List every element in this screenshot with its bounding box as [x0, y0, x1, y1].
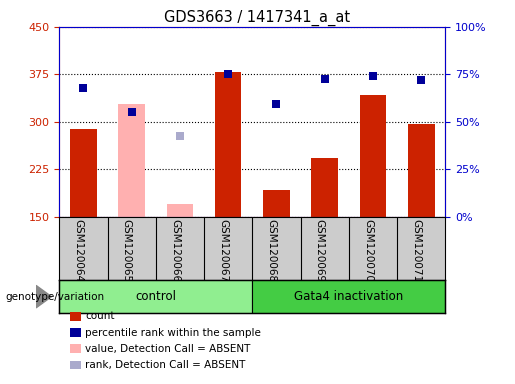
Text: GSM120065: GSM120065: [122, 219, 132, 282]
Text: control: control: [135, 290, 176, 303]
Text: GSM120067: GSM120067: [218, 219, 228, 282]
Bar: [70, 129, 97, 217]
Bar: [215, 73, 242, 217]
Text: Gata4 inactivation: Gata4 inactivation: [294, 290, 404, 303]
Bar: [167, 204, 193, 217]
Text: GSM120069: GSM120069: [315, 219, 325, 282]
Bar: [252, 280, 445, 313]
Text: count: count: [85, 311, 114, 321]
Bar: [118, 104, 145, 217]
Text: GSM120064: GSM120064: [73, 219, 83, 282]
Text: value, Detection Call = ABSENT: value, Detection Call = ABSENT: [85, 344, 250, 354]
Text: rank, Detection Call = ABSENT: rank, Detection Call = ABSENT: [85, 360, 245, 370]
Bar: [59, 280, 252, 313]
Text: GSM120071: GSM120071: [411, 219, 421, 282]
Bar: [408, 124, 435, 217]
Text: GDS3663 / 1417341_a_at: GDS3663 / 1417341_a_at: [164, 10, 351, 26]
Bar: [263, 190, 290, 217]
Polygon shape: [36, 285, 52, 308]
Text: GSM120070: GSM120070: [363, 219, 373, 282]
Text: percentile rank within the sample: percentile rank within the sample: [85, 328, 261, 338]
Bar: [312, 158, 338, 217]
Bar: [360, 95, 386, 217]
Text: genotype/variation: genotype/variation: [5, 291, 104, 302]
Text: GSM120068: GSM120068: [266, 219, 277, 282]
Text: GSM120066: GSM120066: [170, 219, 180, 282]
